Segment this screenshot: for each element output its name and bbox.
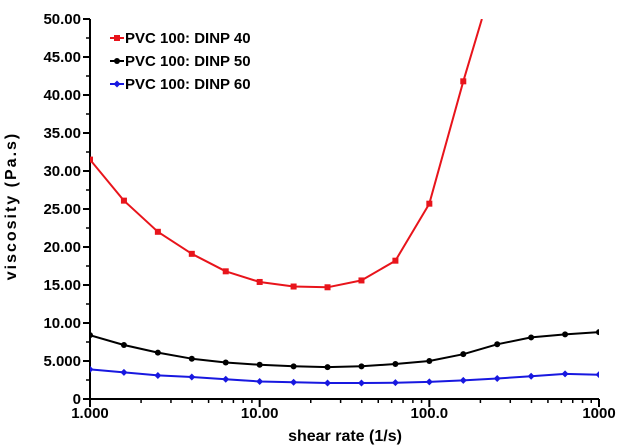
y-tick-label: 45.00 bbox=[43, 49, 81, 66]
data-point bbox=[290, 283, 297, 290]
data-point bbox=[460, 351, 467, 358]
y-tick-label: 20.00 bbox=[43, 239, 81, 256]
data-point bbox=[90, 365, 94, 373]
data-point bbox=[561, 370, 569, 378]
legend-label: PVC 100: DINP 50 bbox=[125, 53, 251, 70]
data-point bbox=[392, 361, 399, 368]
data-point bbox=[391, 379, 399, 387]
data-point bbox=[188, 355, 195, 362]
series-2 bbox=[90, 329, 599, 371]
legend-marker bbox=[113, 80, 121, 88]
data-point bbox=[90, 156, 93, 163]
legend-marker bbox=[114, 35, 120, 41]
data-point bbox=[528, 334, 535, 341]
series-line bbox=[90, 331, 599, 369]
plot-area: 0 5.000 10.00 15.00 20.00 25.00 30.00 35.00 40.0… bbox=[43, 11, 615, 422]
data-point bbox=[425, 378, 433, 386]
legend-label: PVC 100: DINP 60 bbox=[125, 76, 251, 93]
data-point bbox=[222, 268, 229, 275]
data-point bbox=[154, 349, 161, 356]
legend: PVC 100: DINP 40 PVC 100: DINP 50 PVC 100:… bbox=[110, 30, 251, 93]
y-tick-label: 15.00 bbox=[43, 277, 81, 294]
y-tick-label: 0 bbox=[73, 391, 81, 408]
data-point bbox=[494, 341, 501, 348]
legend-label: PVC 100: DINP 40 bbox=[125, 30, 251, 47]
x-tick-label: 10.00 bbox=[241, 405, 279, 422]
y-tick-label: 25.00 bbox=[43, 201, 81, 218]
data-point bbox=[426, 358, 433, 364]
data-point bbox=[324, 284, 331, 291]
data-point bbox=[596, 329, 599, 336]
data-point bbox=[324, 364, 331, 371]
x-tick-label: 100.0 bbox=[411, 405, 449, 422]
data-point bbox=[154, 228, 161, 235]
series-1 bbox=[90, 19, 483, 291]
data-point bbox=[290, 378, 298, 386]
series-line bbox=[90, 368, 599, 384]
data-point bbox=[120, 197, 127, 204]
data-point bbox=[358, 363, 365, 370]
data-point bbox=[188, 250, 195, 257]
data-point bbox=[493, 374, 501, 382]
data-point bbox=[256, 278, 263, 285]
data-point bbox=[120, 368, 128, 376]
data-point bbox=[256, 378, 264, 386]
data-point bbox=[90, 332, 93, 339]
x-tick-label: 1.000 bbox=[71, 405, 109, 422]
legend-marker bbox=[114, 58, 120, 64]
x-axis-title: shear rate (1/s) bbox=[288, 428, 402, 445]
data-point bbox=[562, 331, 569, 338]
data-point bbox=[324, 379, 332, 387]
data-point bbox=[357, 379, 365, 387]
data-point bbox=[459, 376, 467, 384]
y-tick-label: 35.00 bbox=[43, 125, 81, 142]
data-point bbox=[222, 375, 230, 383]
y-tick-label: 30.00 bbox=[43, 163, 81, 180]
data-point bbox=[426, 200, 433, 207]
data-point bbox=[256, 361, 263, 368]
data-point bbox=[222, 359, 229, 366]
y-axis-title: viscosity (Pa.s) bbox=[3, 132, 20, 281]
data-point bbox=[154, 371, 162, 379]
y-tick-label: 5.000 bbox=[43, 353, 81, 370]
data-point bbox=[188, 373, 196, 381]
x-tick-label: 1000 bbox=[582, 405, 615, 422]
data-point bbox=[120, 342, 127, 349]
data-point bbox=[595, 371, 599, 379]
y-tick-label: 50.00 bbox=[43, 11, 81, 28]
data-point bbox=[527, 372, 535, 380]
series-3 bbox=[90, 365, 599, 387]
data-point bbox=[392, 257, 399, 264]
y-tick-label: 40.00 bbox=[43, 87, 81, 104]
y-tick-label: 10.00 bbox=[43, 315, 81, 332]
data-point bbox=[290, 363, 297, 370]
data-point bbox=[358, 277, 365, 284]
data-point bbox=[460, 78, 467, 85]
